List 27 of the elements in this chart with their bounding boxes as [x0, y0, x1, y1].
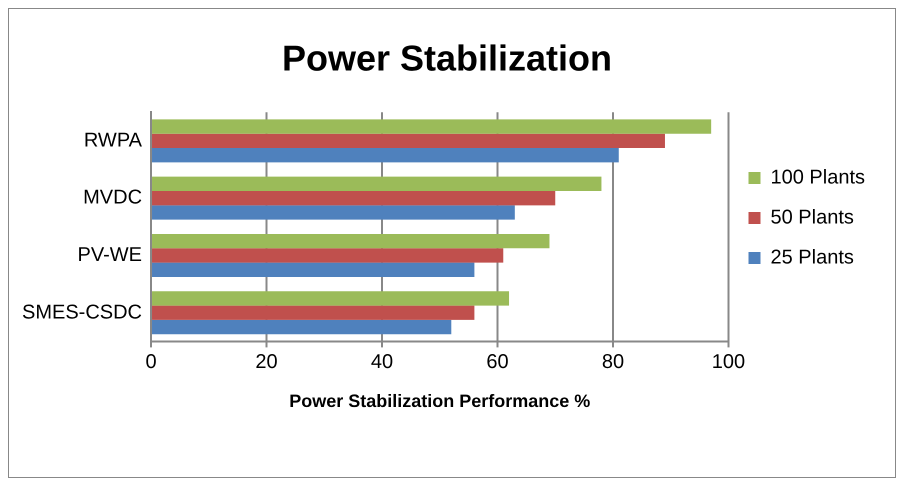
- x-axis-title: Power Stabilization Performance %: [289, 391, 590, 412]
- bar: [152, 205, 515, 220]
- x-tick-label: 40: [370, 350, 394, 373]
- bar: [152, 291, 510, 306]
- y-tick-label: SMES-CSDC: [22, 301, 142, 324]
- legend-label: 25 Plants: [770, 246, 854, 269]
- bar: [152, 134, 665, 148]
- x-tick-label: 80: [602, 350, 624, 373]
- bar: [152, 190, 556, 206]
- y-tick-label: PV-WE: [78, 244, 142, 266]
- x-tick-label: 100: [712, 350, 746, 373]
- chart-title: Power Stabilization: [282, 38, 612, 79]
- bar: [152, 176, 602, 191]
- x-tick-label: 0: [145, 350, 157, 373]
- legend-label: 100 Plants: [770, 166, 866, 189]
- bar: [152, 262, 474, 277]
- x-tick-label: 60: [486, 350, 509, 373]
- bar: [152, 119, 712, 134]
- bar: [152, 148, 619, 162]
- legend-label: 50 Plants: [770, 206, 854, 229]
- bar: [152, 234, 550, 248]
- bar: [152, 248, 504, 263]
- bar: [152, 306, 474, 320]
- bar: [152, 320, 452, 334]
- y-tick-label: RWPA: [84, 129, 143, 152]
- y-tick-label: MVDC: [83, 186, 142, 209]
- x-tick-label: 20: [255, 350, 278, 373]
